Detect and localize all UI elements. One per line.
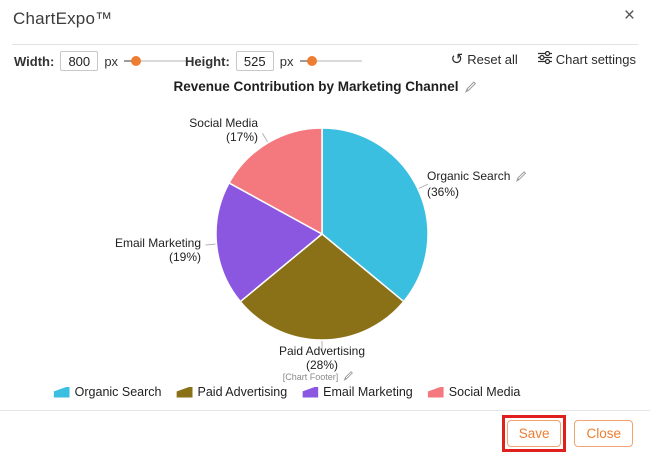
- chart-footer-placeholder: [Chart Footer]: [283, 370, 354, 383]
- edit-label-pencil-icon[interactable]: [515, 170, 527, 185]
- chart-settings-button[interactable]: Chart settings: [537, 50, 636, 67]
- legend-swatch-icon: [176, 386, 193, 398]
- label-leader-line: [205, 243, 216, 246]
- reset-all-label: Reset all: [467, 51, 518, 67]
- height-label: Height:: [185, 53, 230, 69]
- slice-label-paid-advertising: Paid Advertising (28%): [278, 344, 366, 372]
- reset-icon: ↺: [450, 50, 464, 68]
- legend: Organic Search Paid Advertising Email Ma…: [53, 385, 520, 399]
- slice-label-email-marketing: Email Marketing (19%): [114, 236, 201, 264]
- app-title: ChartExpo™: [13, 9, 113, 28]
- slice-label-social-media: Social Media (17%): [189, 116, 258, 144]
- width-label: Width:: [14, 53, 55, 69]
- edit-title-pencil-icon[interactable]: [464, 80, 477, 96]
- legend-swatch-icon: [302, 386, 319, 398]
- legend-item-paid-advertising[interactable]: Paid Advertising: [176, 385, 287, 399]
- height-input[interactable]: [235, 51, 274, 71]
- height-slider-track[interactable]: [299, 60, 362, 62]
- sliders-icon: [537, 50, 552, 67]
- toolbar-right: ↺ Reset all Chart settings: [451, 50, 636, 67]
- height-slider-fill: [299, 60, 311, 62]
- width-slider[interactable]: [124, 56, 187, 66]
- header-divider: [12, 44, 638, 45]
- save-button[interactable]: Save: [506, 420, 562, 447]
- height-slider-knob[interactable]: [306, 56, 317, 66]
- height-control: Height: px: [185, 50, 362, 72]
- label-leader-line: [262, 133, 268, 143]
- footer-divider: [0, 410, 650, 411]
- legend-item-social-media[interactable]: Social Media: [427, 385, 520, 399]
- chart-title: Revenue Contribution by Marketing Channe…: [173, 79, 459, 94]
- edit-footer-pencil-icon[interactable]: [342, 370, 353, 383]
- save-highlight-annotation: Save: [501, 415, 567, 452]
- width-slider-track[interactable]: [124, 60, 187, 62]
- pie-slice-social-media[interactable]: [228, 127, 323, 236]
- legend-swatch-icon: [53, 386, 70, 398]
- label-leader-line: [418, 183, 429, 189]
- pie-slice-organic-search[interactable]: [321, 127, 429, 303]
- pie-slice-email-marketing[interactable]: [215, 181, 324, 303]
- pie-slice-paid-advertising[interactable]: [239, 233, 405, 341]
- width-slider-knob[interactable]: [131, 56, 142, 66]
- reset-all-button[interactable]: ↺ Reset all: [451, 52, 518, 67]
- close-icon[interactable]: ×: [623, 5, 635, 26]
- pie-chart: [205, 127, 429, 351]
- footer-actions: Save Close: [501, 415, 633, 452]
- legend-item-organic-search[interactable]: Organic Search: [53, 385, 162, 399]
- chart-title-row: Revenue Contribution by Marketing Channe…: [0, 79, 650, 96]
- legend-swatch-icon: [427, 386, 444, 398]
- chart-settings-label: Chart settings: [555, 51, 636, 67]
- width-slider-fill: [124, 60, 136, 62]
- legend-item-email-marketing[interactable]: Email Marketing: [302, 385, 413, 399]
- close-button[interactable]: Close: [574, 420, 633, 447]
- height-unit: px: [279, 53, 294, 69]
- slice-label-organic-search: Organic Search (36%): [427, 169, 527, 199]
- width-control: Width: px: [14, 50, 187, 72]
- height-slider[interactable]: [299, 56, 362, 66]
- width-input[interactable]: [60, 51, 99, 71]
- width-unit: px: [104, 53, 119, 69]
